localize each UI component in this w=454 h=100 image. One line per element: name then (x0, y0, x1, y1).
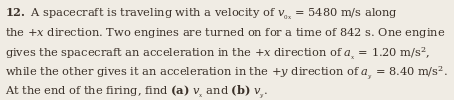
Text: the +$x$ direction. Two engines are turned on for a time of 842 s. One engine: the +$x$ direction. Two engines are turn… (5, 26, 446, 40)
Text: $\mathbf{12.}$ A spacecraft is traveling with a velocity of $v_{_{0x}}$ = 5480 m: $\mathbf{12.}$ A spacecraft is traveling… (5, 7, 398, 22)
Text: while the other gives it an acceleration in the +$y$ direction of $a_{_y}$ = 8.4: while the other gives it an acceleration… (5, 64, 448, 82)
Text: gives the spacecraft an acceleration in the +$x$ direction of $a_{_x}$ = 1.20 m/: gives the spacecraft an acceleration in … (5, 45, 431, 62)
Text: At the end of the firing, find $\mathbf{(a)}$ $v_{_x}$ and $\mathbf{(b)}$ $v_{_y: At the end of the firing, find $\mathbf{… (5, 84, 268, 100)
